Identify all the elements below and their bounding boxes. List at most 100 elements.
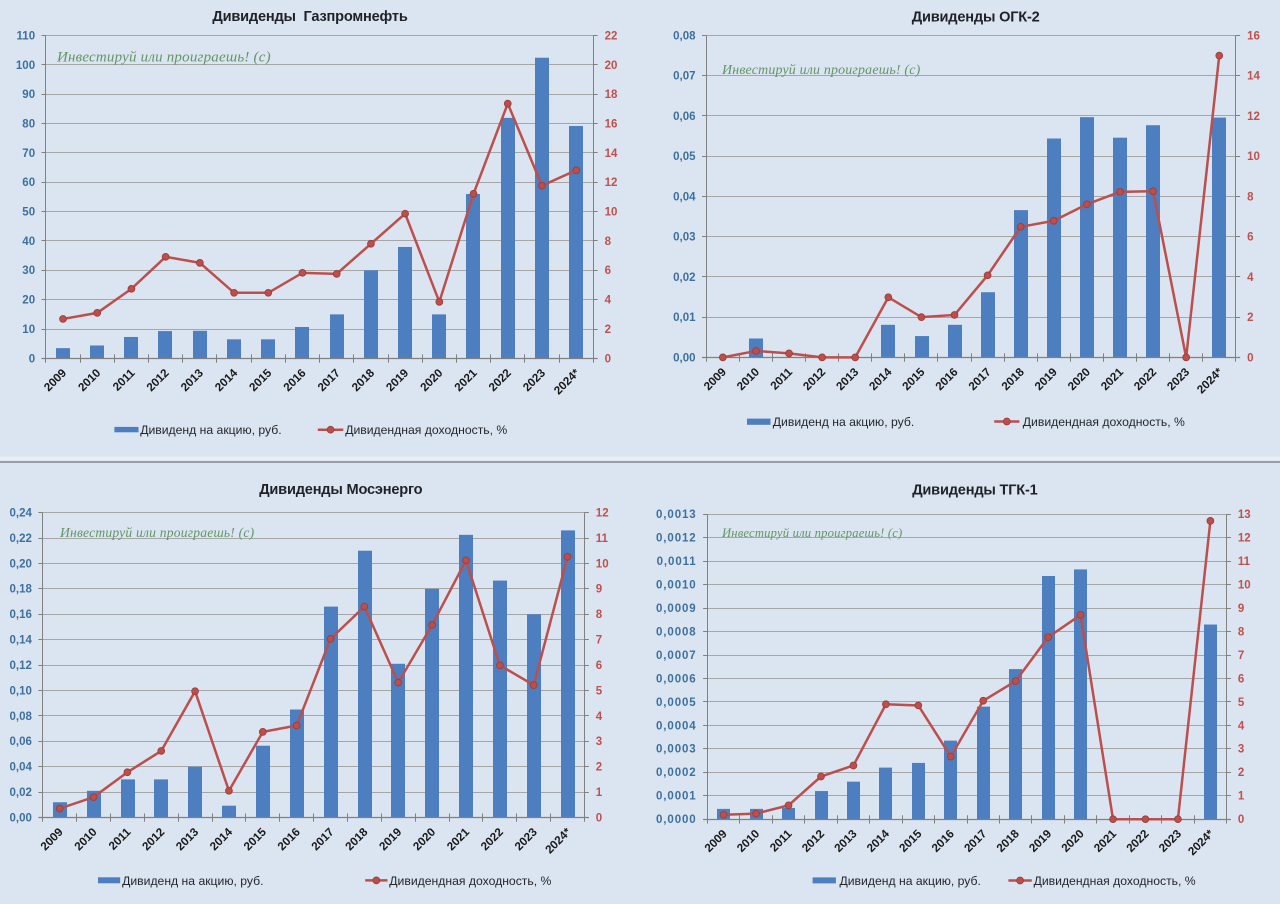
svg-text:11: 11 (596, 533, 609, 545)
svg-text:1: 1 (1238, 791, 1245, 803)
svg-text:8: 8 (605, 236, 612, 248)
svg-text:Дивиденд на акцию, руб.: Дивиденд на акцию, руб. (140, 423, 281, 437)
svg-text:Дивидендная доходность, %: Дивидендная доходность, % (1034, 874, 1196, 888)
svg-text:4: 4 (1238, 720, 1245, 732)
svg-text:3: 3 (1238, 744, 1244, 756)
svg-text:0,00: 0,00 (673, 352, 695, 364)
svg-text:2: 2 (1247, 312, 1253, 324)
svg-text:0,05: 0,05 (673, 151, 696, 163)
svg-text:0,20: 0,20 (10, 558, 32, 570)
svg-text:9: 9 (1238, 603, 1244, 615)
svg-text:2: 2 (596, 762, 602, 774)
svg-text:16: 16 (1247, 30, 1260, 42)
svg-text:14: 14 (1247, 71, 1260, 83)
svg-text:4: 4 (605, 295, 612, 307)
svg-text:Дивиденды ТГК-1: Дивиденды ТГК-1 (912, 483, 1037, 499)
svg-text:1: 1 (596, 787, 603, 799)
svg-text:60: 60 (22, 177, 35, 189)
svg-text:Дивиденды Мосэнерго: Дивиденды Мосэнерго (259, 482, 422, 498)
svg-text:8: 8 (1247, 191, 1254, 203)
svg-text:3: 3 (596, 736, 602, 748)
svg-text:0,0002: 0,0002 (656, 767, 697, 779)
svg-text:Инвестируй или проиграешь! (с): Инвестируй или проиграешь! (с) (721, 526, 902, 540)
svg-text:0,0004: 0,0004 (656, 720, 697, 732)
svg-text:0,14: 0,14 (10, 635, 33, 647)
svg-text:18: 18 (605, 89, 618, 101)
svg-text:0,01: 0,01 (673, 312, 696, 324)
svg-text:20: 20 (22, 295, 35, 307)
svg-text:6: 6 (605, 265, 611, 277)
svg-text:10: 10 (1247, 151, 1260, 163)
svg-text:0,0013: 0,0013 (656, 509, 697, 521)
svg-text:0,0006: 0,0006 (656, 673, 697, 685)
svg-text:0,10: 0,10 (10, 685, 32, 697)
svg-text:7: 7 (1238, 650, 1244, 662)
svg-text:10: 10 (1238, 580, 1251, 592)
svg-text:2: 2 (1238, 767, 1244, 779)
svg-text:0: 0 (1238, 814, 1244, 826)
svg-text:6: 6 (1247, 232, 1253, 244)
svg-text:22: 22 (605, 30, 618, 42)
svg-text:12: 12 (605, 177, 618, 189)
svg-text:Дивиденды Газпромнефть: Дивиденды Газпромнефть (212, 9, 407, 25)
svg-text:0,07: 0,07 (673, 71, 695, 83)
svg-text:0,04: 0,04 (673, 191, 696, 203)
svg-text:12: 12 (1238, 533, 1251, 545)
svg-text:0,00: 0,00 (10, 812, 32, 824)
svg-text:2: 2 (605, 324, 611, 336)
svg-text:0,0010: 0,0010 (656, 580, 697, 592)
svg-text:7: 7 (596, 635, 602, 647)
svg-text:Дивиденд на акцию, руб.: Дивиденд на акцию, руб. (840, 874, 981, 888)
svg-text:Дивидендная доходность, %: Дивидендная доходность, % (389, 874, 551, 888)
svg-text:0,0001: 0,0001 (656, 791, 697, 803)
svg-text:0,0003: 0,0003 (656, 744, 697, 756)
svg-text:14: 14 (605, 148, 618, 160)
svg-text:12: 12 (596, 508, 609, 520)
svg-text:8: 8 (1238, 626, 1245, 638)
svg-text:9: 9 (596, 584, 602, 596)
svg-text:30: 30 (22, 265, 35, 277)
svg-text:Дивиденд на акцию, руб.: Дивиденд на акцию, руб. (122, 874, 263, 888)
svg-text:100: 100 (16, 60, 35, 72)
svg-text:0,0007: 0,0007 (656, 650, 697, 662)
svg-text:Дивиденд на акцию, руб.: Дивиденд на акцию, руб. (773, 415, 914, 429)
svg-text:80: 80 (22, 118, 35, 130)
svg-text:70: 70 (22, 148, 35, 160)
svg-text:0: 0 (596, 812, 602, 824)
svg-text:6: 6 (1238, 673, 1244, 685)
svg-text:8: 8 (596, 609, 603, 621)
svg-text:0,08: 0,08 (673, 30, 696, 42)
svg-text:5: 5 (596, 685, 603, 697)
svg-text:Инвестируй или проиграешь! (с): Инвестируй или проиграешь! (с) (59, 525, 255, 541)
svg-text:0,24: 0,24 (10, 508, 33, 520)
svg-text:12: 12 (1247, 111, 1260, 123)
svg-text:0,0005: 0,0005 (656, 697, 697, 709)
svg-text:0,06: 0,06 (10, 736, 32, 748)
svg-text:10: 10 (605, 207, 618, 219)
svg-text:110: 110 (17, 30, 36, 42)
svg-text:0,0011: 0,0011 (657, 556, 697, 568)
svg-text:0,0012: 0,0012 (656, 533, 697, 545)
svg-text:Инвестируй или проиграешь! (с): Инвестируй или проиграешь! (с) (721, 63, 921, 78)
svg-text:5: 5 (1238, 697, 1245, 709)
svg-text:0,02: 0,02 (10, 787, 32, 799)
svg-text:90: 90 (22, 89, 35, 101)
svg-text:0: 0 (605, 353, 611, 365)
svg-text:10: 10 (22, 324, 35, 336)
svg-text:0: 0 (1247, 352, 1253, 364)
svg-text:Дивидендная доходность, %: Дивидендная доходность, % (1023, 415, 1185, 429)
svg-text:0,04: 0,04 (10, 762, 33, 774)
svg-text:Дивиденды ОГК-2: Дивиденды ОГК-2 (912, 10, 1040, 26)
svg-text:0,12: 0,12 (10, 660, 32, 672)
svg-text:0: 0 (29, 353, 35, 365)
svg-text:0,0009: 0,0009 (656, 603, 697, 615)
svg-text:0,08: 0,08 (10, 711, 33, 723)
svg-text:0,18: 0,18 (10, 584, 33, 596)
svg-text:4: 4 (596, 711, 603, 723)
svg-text:50: 50 (22, 207, 35, 219)
svg-text:11: 11 (1238, 556, 1251, 568)
svg-text:Дивидендная доходность, %: Дивидендная доходность, % (345, 423, 507, 437)
svg-text:0,0000: 0,0000 (656, 814, 697, 826)
svg-text:0,16: 0,16 (10, 609, 32, 621)
svg-text:0,03: 0,03 (673, 232, 695, 244)
